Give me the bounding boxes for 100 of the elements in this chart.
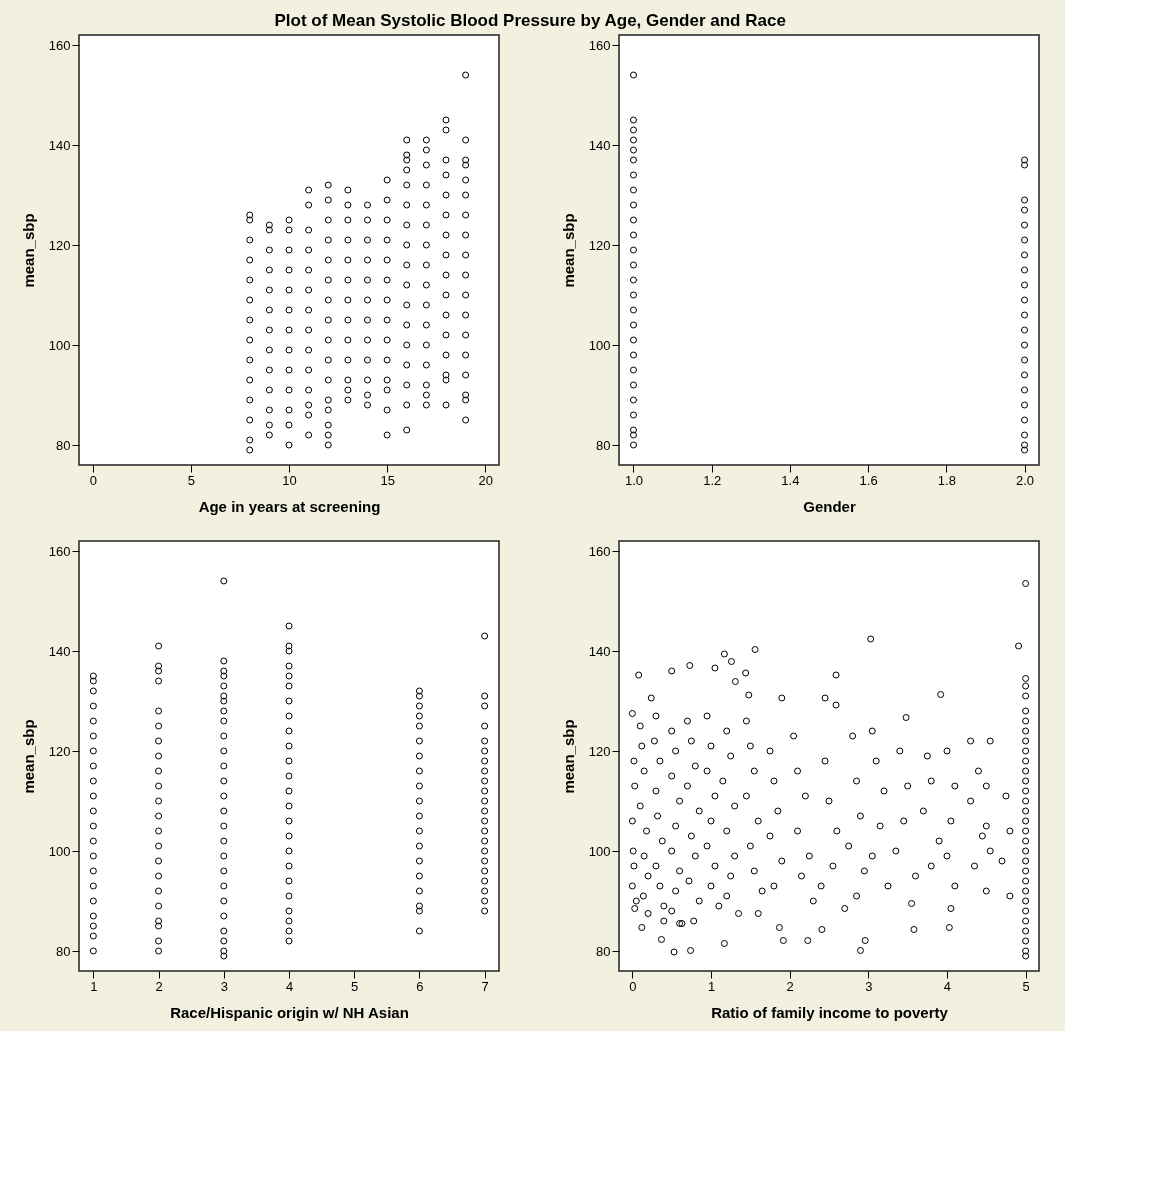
point bbox=[422, 261, 430, 269]
point bbox=[422, 146, 430, 154]
point bbox=[89, 947, 97, 955]
point bbox=[220, 682, 228, 690]
point bbox=[442, 251, 450, 259]
y-axis-title: mean_sbp bbox=[19, 719, 37, 794]
point bbox=[364, 236, 371, 244]
point bbox=[629, 321, 637, 329]
point bbox=[422, 301, 430, 309]
point bbox=[220, 777, 228, 785]
point bbox=[155, 857, 163, 865]
point bbox=[442, 116, 450, 124]
y-tick-label: 120 bbox=[588, 237, 611, 253]
point bbox=[629, 146, 637, 154]
point bbox=[462, 251, 470, 259]
point bbox=[383, 256, 391, 264]
point bbox=[629, 306, 637, 314]
point bbox=[155, 782, 163, 790]
point bbox=[220, 672, 228, 680]
point bbox=[422, 361, 430, 369]
point bbox=[155, 737, 163, 745]
point bbox=[89, 702, 97, 710]
point bbox=[415, 797, 423, 805]
point bbox=[364, 376, 371, 384]
point bbox=[246, 356, 254, 364]
point bbox=[629, 366, 637, 374]
chart-title: Plot of Mean Systolic Blood Pressure by Age, Gender and Race bbox=[274, 11, 786, 31]
point bbox=[89, 732, 97, 740]
point bbox=[285, 226, 293, 234]
point bbox=[285, 917, 293, 925]
point bbox=[383, 356, 391, 364]
point bbox=[383, 236, 391, 244]
point bbox=[462, 416, 470, 424]
point bbox=[462, 271, 470, 279]
point bbox=[481, 787, 489, 795]
point bbox=[324, 296, 332, 304]
point bbox=[246, 211, 254, 219]
point bbox=[481, 827, 489, 835]
point bbox=[442, 351, 450, 359]
point bbox=[89, 672, 97, 680]
y-tick-label: 100 bbox=[48, 843, 71, 859]
point bbox=[364, 356, 371, 364]
point bbox=[462, 161, 470, 169]
point bbox=[442, 231, 450, 239]
y-tick-label: 120 bbox=[48, 743, 71, 759]
point bbox=[265, 326, 273, 334]
point bbox=[629, 186, 637, 194]
point bbox=[89, 852, 97, 860]
point bbox=[324, 236, 332, 244]
point bbox=[265, 421, 273, 429]
point bbox=[155, 642, 163, 650]
y-tick-label: 160 bbox=[588, 37, 611, 53]
point bbox=[246, 236, 254, 244]
point bbox=[89, 922, 97, 930]
point bbox=[344, 336, 352, 344]
point bbox=[324, 336, 332, 344]
point bbox=[629, 291, 637, 299]
point bbox=[442, 331, 450, 339]
x-tick-label: 1.2 bbox=[703, 472, 722, 488]
point bbox=[1021, 371, 1029, 379]
point bbox=[422, 221, 430, 229]
point bbox=[155, 917, 163, 925]
point bbox=[220, 807, 228, 815]
point bbox=[629, 156, 637, 164]
point bbox=[629, 246, 637, 254]
point bbox=[629, 231, 637, 239]
point bbox=[285, 622, 293, 630]
x-tick-label: 2.0 bbox=[1015, 472, 1035, 488]
point bbox=[344, 276, 352, 284]
point bbox=[305, 326, 313, 334]
point bbox=[155, 887, 163, 895]
point bbox=[629, 71, 637, 79]
point bbox=[481, 702, 489, 710]
point bbox=[364, 401, 371, 409]
point bbox=[220, 697, 228, 705]
point bbox=[481, 757, 489, 765]
point bbox=[324, 276, 332, 284]
point bbox=[265, 306, 273, 314]
y-tick-label: 80 bbox=[596, 943, 611, 959]
point bbox=[415, 687, 423, 695]
x-axis-title: Age in years at screening bbox=[198, 497, 381, 515]
point bbox=[1021, 266, 1029, 274]
point bbox=[415, 782, 423, 790]
point bbox=[246, 436, 254, 444]
x-axis-title: Ratio of family income to poverty bbox=[711, 1003, 949, 1021]
point bbox=[155, 752, 163, 760]
point bbox=[285, 406, 293, 414]
point bbox=[1021, 206, 1029, 214]
point bbox=[220, 732, 228, 740]
point bbox=[481, 817, 489, 825]
point bbox=[422, 281, 430, 289]
point bbox=[285, 757, 293, 765]
point bbox=[89, 807, 97, 815]
point bbox=[462, 291, 470, 299]
point bbox=[403, 341, 411, 349]
point bbox=[285, 817, 293, 825]
x-axis-title: Gender bbox=[803, 497, 856, 515]
point bbox=[462, 391, 470, 399]
point bbox=[442, 401, 450, 409]
point bbox=[344, 296, 352, 304]
